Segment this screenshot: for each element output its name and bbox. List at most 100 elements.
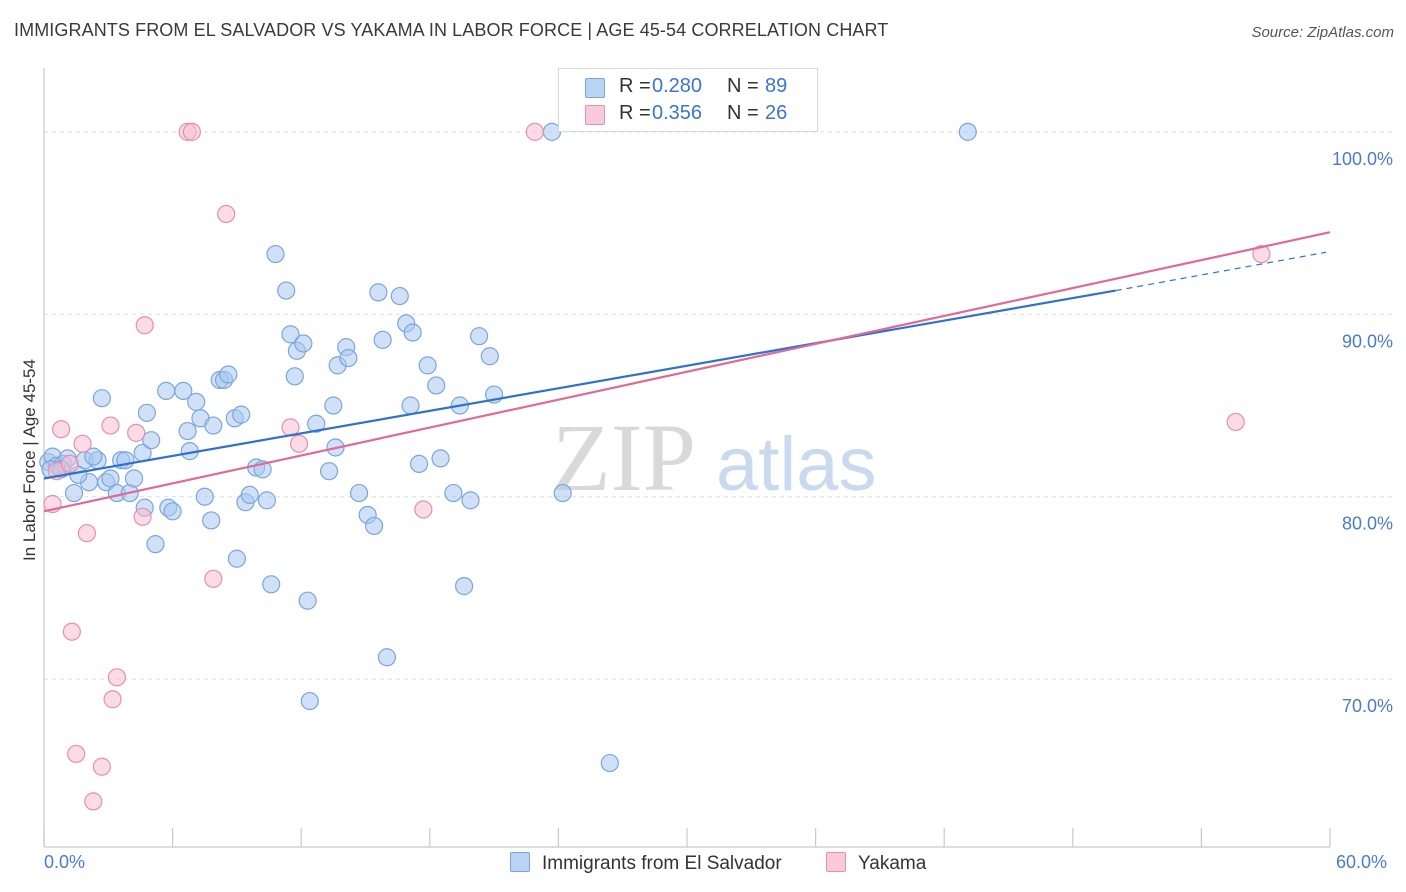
point-el-salvador [300, 691, 319, 711]
bottom-legend-label-el-salvador: Immigrants from El Salvador [542, 853, 782, 874]
point-el-salvador [204, 416, 223, 435]
point-el-salvador [163, 502, 182, 521]
y-tick-label: 70.0% [1342, 696, 1393, 716]
legend-n-label: N = [727, 102, 759, 124]
point-yakama [217, 204, 236, 224]
point-el-salvador [142, 431, 161, 450]
point-yakama [525, 122, 544, 141]
y-tick-label: 80.0% [1342, 514, 1393, 534]
legend-r-value: 0.356 [652, 102, 703, 124]
point-el-salvador [298, 591, 317, 610]
x-axis-max-label: 60.0% [1336, 852, 1388, 872]
legend-r-value: 0.280 [652, 75, 703, 97]
chart-title: IMMIGRANTS FROM EL SALVADOR VS YAKAMA IN… [14, 20, 889, 40]
stats-legend: R = 0.280 N = 89 R = 0.356 N = 26 [558, 68, 818, 132]
point-yakama [182, 122, 201, 141]
trend-line-yakama [43, 231, 1331, 513]
gridlines [44, 131, 1392, 680]
legend-r-label: R = [619, 75, 651, 97]
x-ticks [43, 828, 1331, 847]
point-yakama [107, 668, 126, 687]
point-el-salvador [418, 356, 437, 375]
point-el-salvador [409, 454, 429, 473]
legend-swatch-pink [585, 105, 605, 125]
point-yakama [133, 507, 152, 526]
point-el-salvador [281, 325, 300, 344]
point-el-salvador [427, 376, 446, 395]
point-yakama [62, 622, 81, 641]
point-el-salvador [958, 122, 977, 141]
point-el-salvador [157, 381, 176, 401]
point-yakama [1226, 412, 1245, 432]
point-el-salvador [553, 483, 572, 503]
point-yakama [101, 416, 120, 435]
legend-swatch-blue [585, 78, 605, 98]
y-axis-label: In Labor Force | Age 45-54 [20, 359, 39, 561]
point-yakama [67, 744, 86, 764]
point-yakama [73, 434, 92, 453]
point-el-salvador [377, 648, 397, 667]
point-el-salvador [339, 348, 358, 368]
data-points [39, 122, 1271, 811]
legend-n-value: 26 [765, 102, 788, 124]
point-el-salvador [92, 389, 111, 408]
point-el-salvador [480, 347, 499, 366]
point-yakama [1252, 244, 1271, 264]
point-yakama [84, 792, 103, 811]
point-yakama [92, 757, 111, 776]
point-el-salvador [401, 396, 420, 415]
zipatlas-watermark: ZIP atlas [552, 404, 877, 511]
point-el-salvador [390, 286, 409, 306]
bottom-legend-el-salvador: Immigrants from El Salvador [510, 852, 782, 875]
point-el-salvador [444, 483, 463, 503]
y-tick-labels: 100.0% 90.0% 80.0% 70.0% [1332, 149, 1393, 716]
point-el-salvador [262, 575, 281, 594]
legend-n-label: N = [727, 75, 759, 97]
bottom-legend-label-yakama: Yakama [858, 853, 927, 874]
point-el-salvador [219, 365, 238, 384]
point-yakama [135, 316, 154, 335]
point-el-salvador [227, 549, 246, 568]
trend-lines [43, 231, 1331, 513]
point-el-salvador [431, 449, 450, 468]
point-yakama [289, 434, 309, 453]
watermark-atlas: atlas [716, 422, 877, 507]
point-yakama [204, 569, 223, 588]
x-axis-min-label: 0.0% [44, 852, 86, 872]
point-el-salvador [257, 491, 277, 510]
watermark-zip: ZIP [552, 404, 696, 511]
point-yakama [52, 420, 71, 439]
point-el-salvador [324, 396, 343, 415]
point-el-salvador [137, 403, 156, 422]
chart-source: Source: ZipAtlas.com [1251, 24, 1394, 41]
point-el-salvador [195, 487, 214, 506]
legend-r-label: R = [619, 102, 651, 124]
point-el-salvador [124, 469, 144, 488]
point-el-salvador [202, 511, 221, 530]
point-el-salvador [146, 535, 165, 554]
point-el-salvador [364, 516, 384, 536]
point-el-salvador [319, 462, 339, 481]
y-tick-label: 90.0% [1342, 331, 1393, 351]
bottom-legend-swatch-pink [826, 852, 846, 872]
point-el-salvador [285, 367, 304, 386]
point-el-salvador [277, 281, 296, 300]
point-el-salvador [266, 244, 285, 264]
point-el-salvador [84, 447, 103, 466]
point-el-salvador [174, 381, 193, 401]
point-el-salvador [454, 577, 474, 596]
point-el-salvador [369, 283, 388, 302]
point-el-salvador [294, 334, 313, 353]
point-yakama [60, 454, 79, 473]
point-el-salvador [600, 753, 619, 773]
point-el-salvador [307, 414, 326, 433]
y-tick-label: 100.0% [1332, 149, 1393, 169]
point-el-salvador [178, 421, 197, 441]
point-yakama [77, 524, 96, 543]
point-el-salvador [469, 327, 489, 346]
trend-line-el-salvador-projection [1115, 251, 1327, 292]
point-yakama [127, 423, 146, 442]
legend-n-value: 89 [765, 75, 788, 97]
point-el-salvador [240, 485, 259, 504]
